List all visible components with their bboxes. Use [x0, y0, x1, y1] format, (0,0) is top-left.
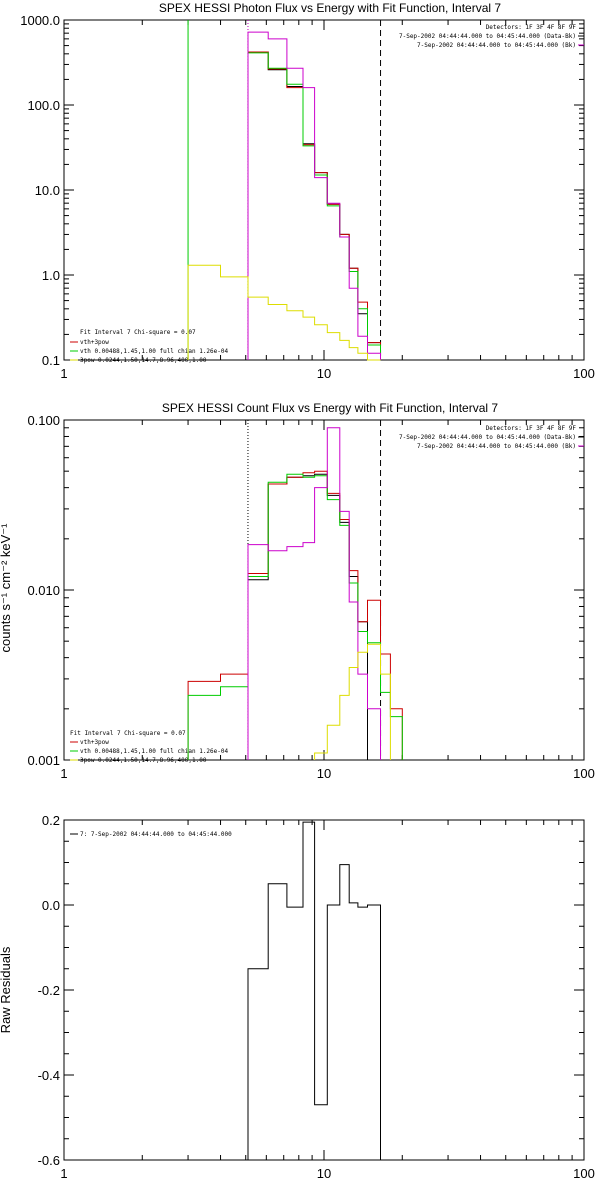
time-line-data-bk: 7-Sep-2002 04:44:44.000 to 04:45:44.000 … [399, 434, 576, 441]
x-tick-label: 100 [573, 1166, 595, 1181]
interval-line: 7: 7-Sep-2002 04:44:44.000 to 04:45:44.0… [80, 831, 232, 838]
count-flux-panel: SPEX HESSI Count Flux vs Energy with Fit… [0, 401, 595, 781]
y-tick-label: 10.0 [35, 183, 60, 198]
legend-vth: vth 0.00488,1.45,1.00 full chian 1.26e-0… [80, 348, 228, 355]
x-tick-label: 1 [60, 366, 67, 381]
residuals-panel: Raw Residuals 7: 7-Sep-2002 04:44:44.000… [0, 813, 595, 1181]
fit-info: Fit Interval 7 Chi-square = 0.07 [80, 329, 196, 336]
legend-vth: vth 0.00488,1.45,1.00 full chian 1.26e-0… [80, 748, 228, 755]
panel-title: SPEX HESSI Photon Flux vs Energy with Fi… [159, 1, 501, 15]
series-pow-line [187, 264, 381, 361]
time-line-bk: 7-Sep-2002 04:44:44.000 to 04:45:44.000 … [417, 42, 576, 49]
series-pow-line [314, 643, 391, 760]
y-axis-label: counts s⁻¹ cm⁻² keV⁻¹ [0, 523, 13, 653]
y-tick-label: 0.2 [42, 813, 60, 828]
time-line-data-bk: 7-Sep-2002 04:44:44.000 to 04:45:44.000 … [399, 33, 576, 40]
x-tick-label: 1 [60, 766, 67, 781]
x-tick-label: 10 [317, 1166, 331, 1181]
y-tick-label: 0.100 [27, 413, 60, 428]
legend-model: vth+3pow [80, 339, 109, 346]
photon-flux-panel: SPEX HESSI Photon Flux vs Energy with Fi… [20, 1, 595, 381]
y-tick-label: 1000.0 [20, 13, 60, 28]
y-tick-label: 0.1 [42, 353, 60, 368]
x-tick-label: 100 [573, 366, 595, 381]
fit-info: Fit Interval 7 Chi-square = 0.07 [70, 730, 186, 737]
series-bk-line [247, 427, 381, 760]
plot-frame [63, 819, 585, 1161]
y-tick-label: 0.010 [27, 583, 60, 598]
y-tick-label: 100.0 [27, 98, 60, 113]
panel-title: SPEX HESSI Count Flux vs Energy with Fit… [162, 401, 498, 415]
x-tick-label: 10 [317, 366, 331, 381]
series-bk-line [247, 31, 381, 360]
x-tick-label: 100 [573, 766, 595, 781]
legend-model: vth+3pow [80, 739, 109, 746]
series-model-line [187, 470, 403, 760]
series-data-line [247, 821, 381, 1160]
y-tick-label: -0.4 [38, 1068, 60, 1083]
time-line-bk: 7-Sep-2002 04:44:44.000 to 04:45:44.000 … [417, 443, 576, 450]
y-tick-label: -0.2 [38, 983, 60, 998]
y-tick-label: -0.6 [38, 1153, 60, 1168]
y-tick-label: 0.001 [27, 753, 60, 768]
x-tick-label: 1 [60, 1166, 67, 1181]
x-tick-label: 10 [317, 766, 331, 781]
detector-line: Detectors: 1F 3F 4F 8F 9F [486, 24, 577, 31]
detector-line: Detectors: 1F 3F 4F 8F 9F [486, 425, 577, 432]
y-tick-label: 1.0 [42, 268, 60, 283]
series-vth-line [187, 473, 403, 760]
y-axis-label: Raw Residuals [0, 946, 13, 1033]
y-tick-label: 0.0 [42, 898, 60, 913]
plot-frame [63, 19, 585, 361]
